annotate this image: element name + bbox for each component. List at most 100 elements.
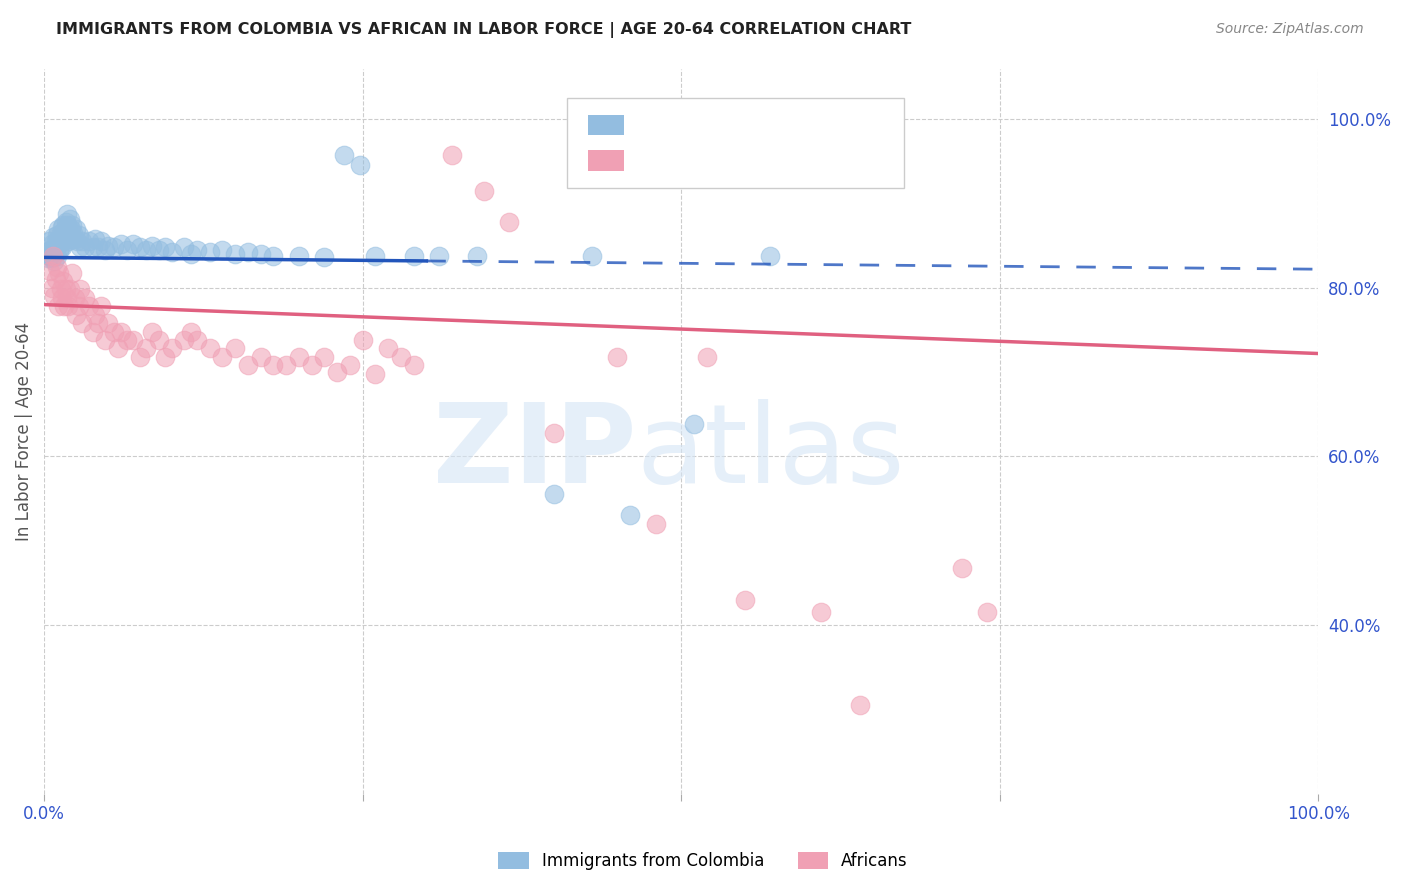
Legend: Immigrants from Colombia, Africans: Immigrants from Colombia, Africans <box>492 845 914 877</box>
Point <box>51 291 73 305</box>
Point <box>262 359 284 373</box>
Point <box>41 252 63 266</box>
Point <box>72 316 94 330</box>
Point <box>38 244 60 259</box>
Point <box>173 240 195 254</box>
Point <box>48 266 70 280</box>
Point <box>427 249 450 263</box>
Point <box>53 228 76 243</box>
Point <box>224 342 246 356</box>
Point <box>314 250 336 264</box>
Point <box>141 325 163 339</box>
Point <box>734 592 756 607</box>
Point <box>581 249 603 263</box>
Point <box>288 350 311 364</box>
Point <box>276 359 298 373</box>
Point <box>644 516 666 531</box>
Point <box>39 243 62 257</box>
Point <box>115 333 138 347</box>
Point <box>45 235 67 249</box>
Point <box>86 240 108 254</box>
Point <box>44 253 66 268</box>
FancyBboxPatch shape <box>588 115 624 136</box>
Point <box>45 240 67 254</box>
Point <box>498 215 520 229</box>
Point <box>198 342 221 356</box>
Point <box>402 249 425 263</box>
Point <box>82 325 104 339</box>
Point <box>122 333 145 347</box>
Point <box>94 243 117 257</box>
Point <box>402 359 425 373</box>
Point <box>94 333 117 347</box>
Point <box>42 249 65 263</box>
Point <box>77 235 100 249</box>
Point <box>389 350 412 364</box>
Point <box>135 243 157 257</box>
Point <box>236 359 259 373</box>
Point <box>848 698 870 713</box>
Point <box>45 272 67 286</box>
Text: R = -0.109: R = -0.109 <box>640 152 737 169</box>
Point <box>51 220 73 235</box>
FancyBboxPatch shape <box>567 97 904 188</box>
Text: N = 82: N = 82 <box>787 116 855 134</box>
Point <box>58 235 80 249</box>
Point <box>153 240 176 254</box>
Point <box>97 316 120 330</box>
Point <box>58 299 80 313</box>
Point <box>103 240 125 254</box>
Y-axis label: In Labor Force | Age 20-64: In Labor Force | Age 20-64 <box>15 321 32 541</box>
Point <box>39 264 62 278</box>
Point <box>84 308 107 322</box>
Point <box>186 243 208 257</box>
Point <box>364 249 387 263</box>
Text: atlas: atlas <box>636 400 904 507</box>
Point <box>249 350 271 364</box>
Text: IMMIGRANTS FROM COLOMBIA VS AFRICAN IN LABOR FORCE | AGE 20-64 CORRELATION CHART: IMMIGRANTS FROM COLOMBIA VS AFRICAN IN L… <box>56 22 911 38</box>
Point <box>148 333 170 347</box>
Point <box>153 350 176 364</box>
Point <box>56 291 79 305</box>
Point <box>45 249 67 263</box>
Point <box>696 350 718 364</box>
Point <box>48 244 70 259</box>
Point <box>619 508 641 523</box>
Point <box>160 245 183 260</box>
Point <box>44 289 66 303</box>
Text: N = 73: N = 73 <box>787 152 855 169</box>
Point <box>122 236 145 251</box>
Point <box>128 350 150 364</box>
Point <box>364 367 387 381</box>
Point <box>58 223 80 237</box>
Point <box>349 159 371 173</box>
Point <box>58 282 80 296</box>
Point <box>339 359 361 373</box>
Point <box>51 240 73 254</box>
Point <box>86 316 108 330</box>
Point <box>38 235 60 249</box>
Point <box>377 342 399 356</box>
Point <box>115 243 138 257</box>
Point <box>301 359 323 373</box>
Point <box>49 226 72 240</box>
Point <box>103 325 125 339</box>
Point <box>326 365 349 379</box>
Point <box>211 243 233 257</box>
Point <box>950 560 973 574</box>
Point <box>262 249 284 263</box>
Point <box>976 606 998 620</box>
Point <box>56 206 79 220</box>
Point <box>41 236 63 251</box>
Point <box>42 244 65 259</box>
Point <box>52 235 75 249</box>
FancyBboxPatch shape <box>588 151 624 170</box>
Point <box>683 417 706 432</box>
Point <box>148 243 170 257</box>
Point <box>84 232 107 246</box>
Point <box>249 247 271 261</box>
Point <box>49 238 72 252</box>
Point <box>60 266 83 280</box>
Point <box>62 226 84 240</box>
Point <box>543 425 565 440</box>
